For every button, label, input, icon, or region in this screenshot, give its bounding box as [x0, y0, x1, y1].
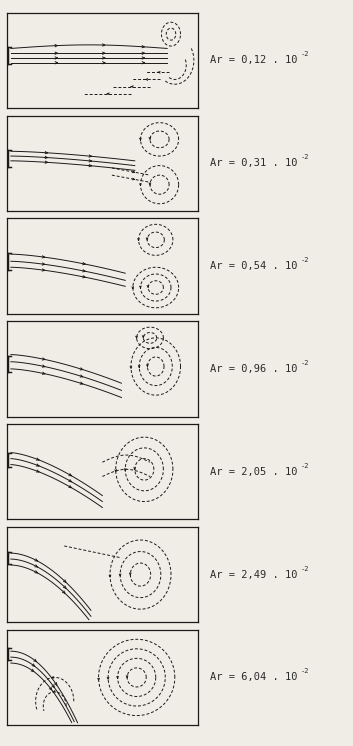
Text: Ar = 0,96 . 10: Ar = 0,96 . 10	[210, 364, 298, 374]
Text: -2: -2	[301, 463, 310, 468]
Text: Ar = 2,05 . 10: Ar = 2,05 . 10	[210, 467, 298, 477]
Text: Ar = 6,04 . 10: Ar = 6,04 . 10	[210, 672, 298, 683]
Text: Ar = 0,31 . 10: Ar = 0,31 . 10	[210, 158, 298, 168]
Text: -2: -2	[301, 154, 310, 160]
Text: -2: -2	[301, 257, 310, 263]
Text: Ar = 0,54 . 10: Ar = 0,54 . 10	[210, 261, 298, 271]
Text: -2: -2	[301, 668, 310, 674]
Text: -2: -2	[301, 565, 310, 571]
Text: -2: -2	[301, 360, 310, 366]
Text: -2: -2	[301, 51, 310, 57]
Text: Ar = 0,12 . 10: Ar = 0,12 . 10	[210, 55, 298, 66]
Text: Ar = 2,49 . 10: Ar = 2,49 . 10	[210, 570, 298, 580]
